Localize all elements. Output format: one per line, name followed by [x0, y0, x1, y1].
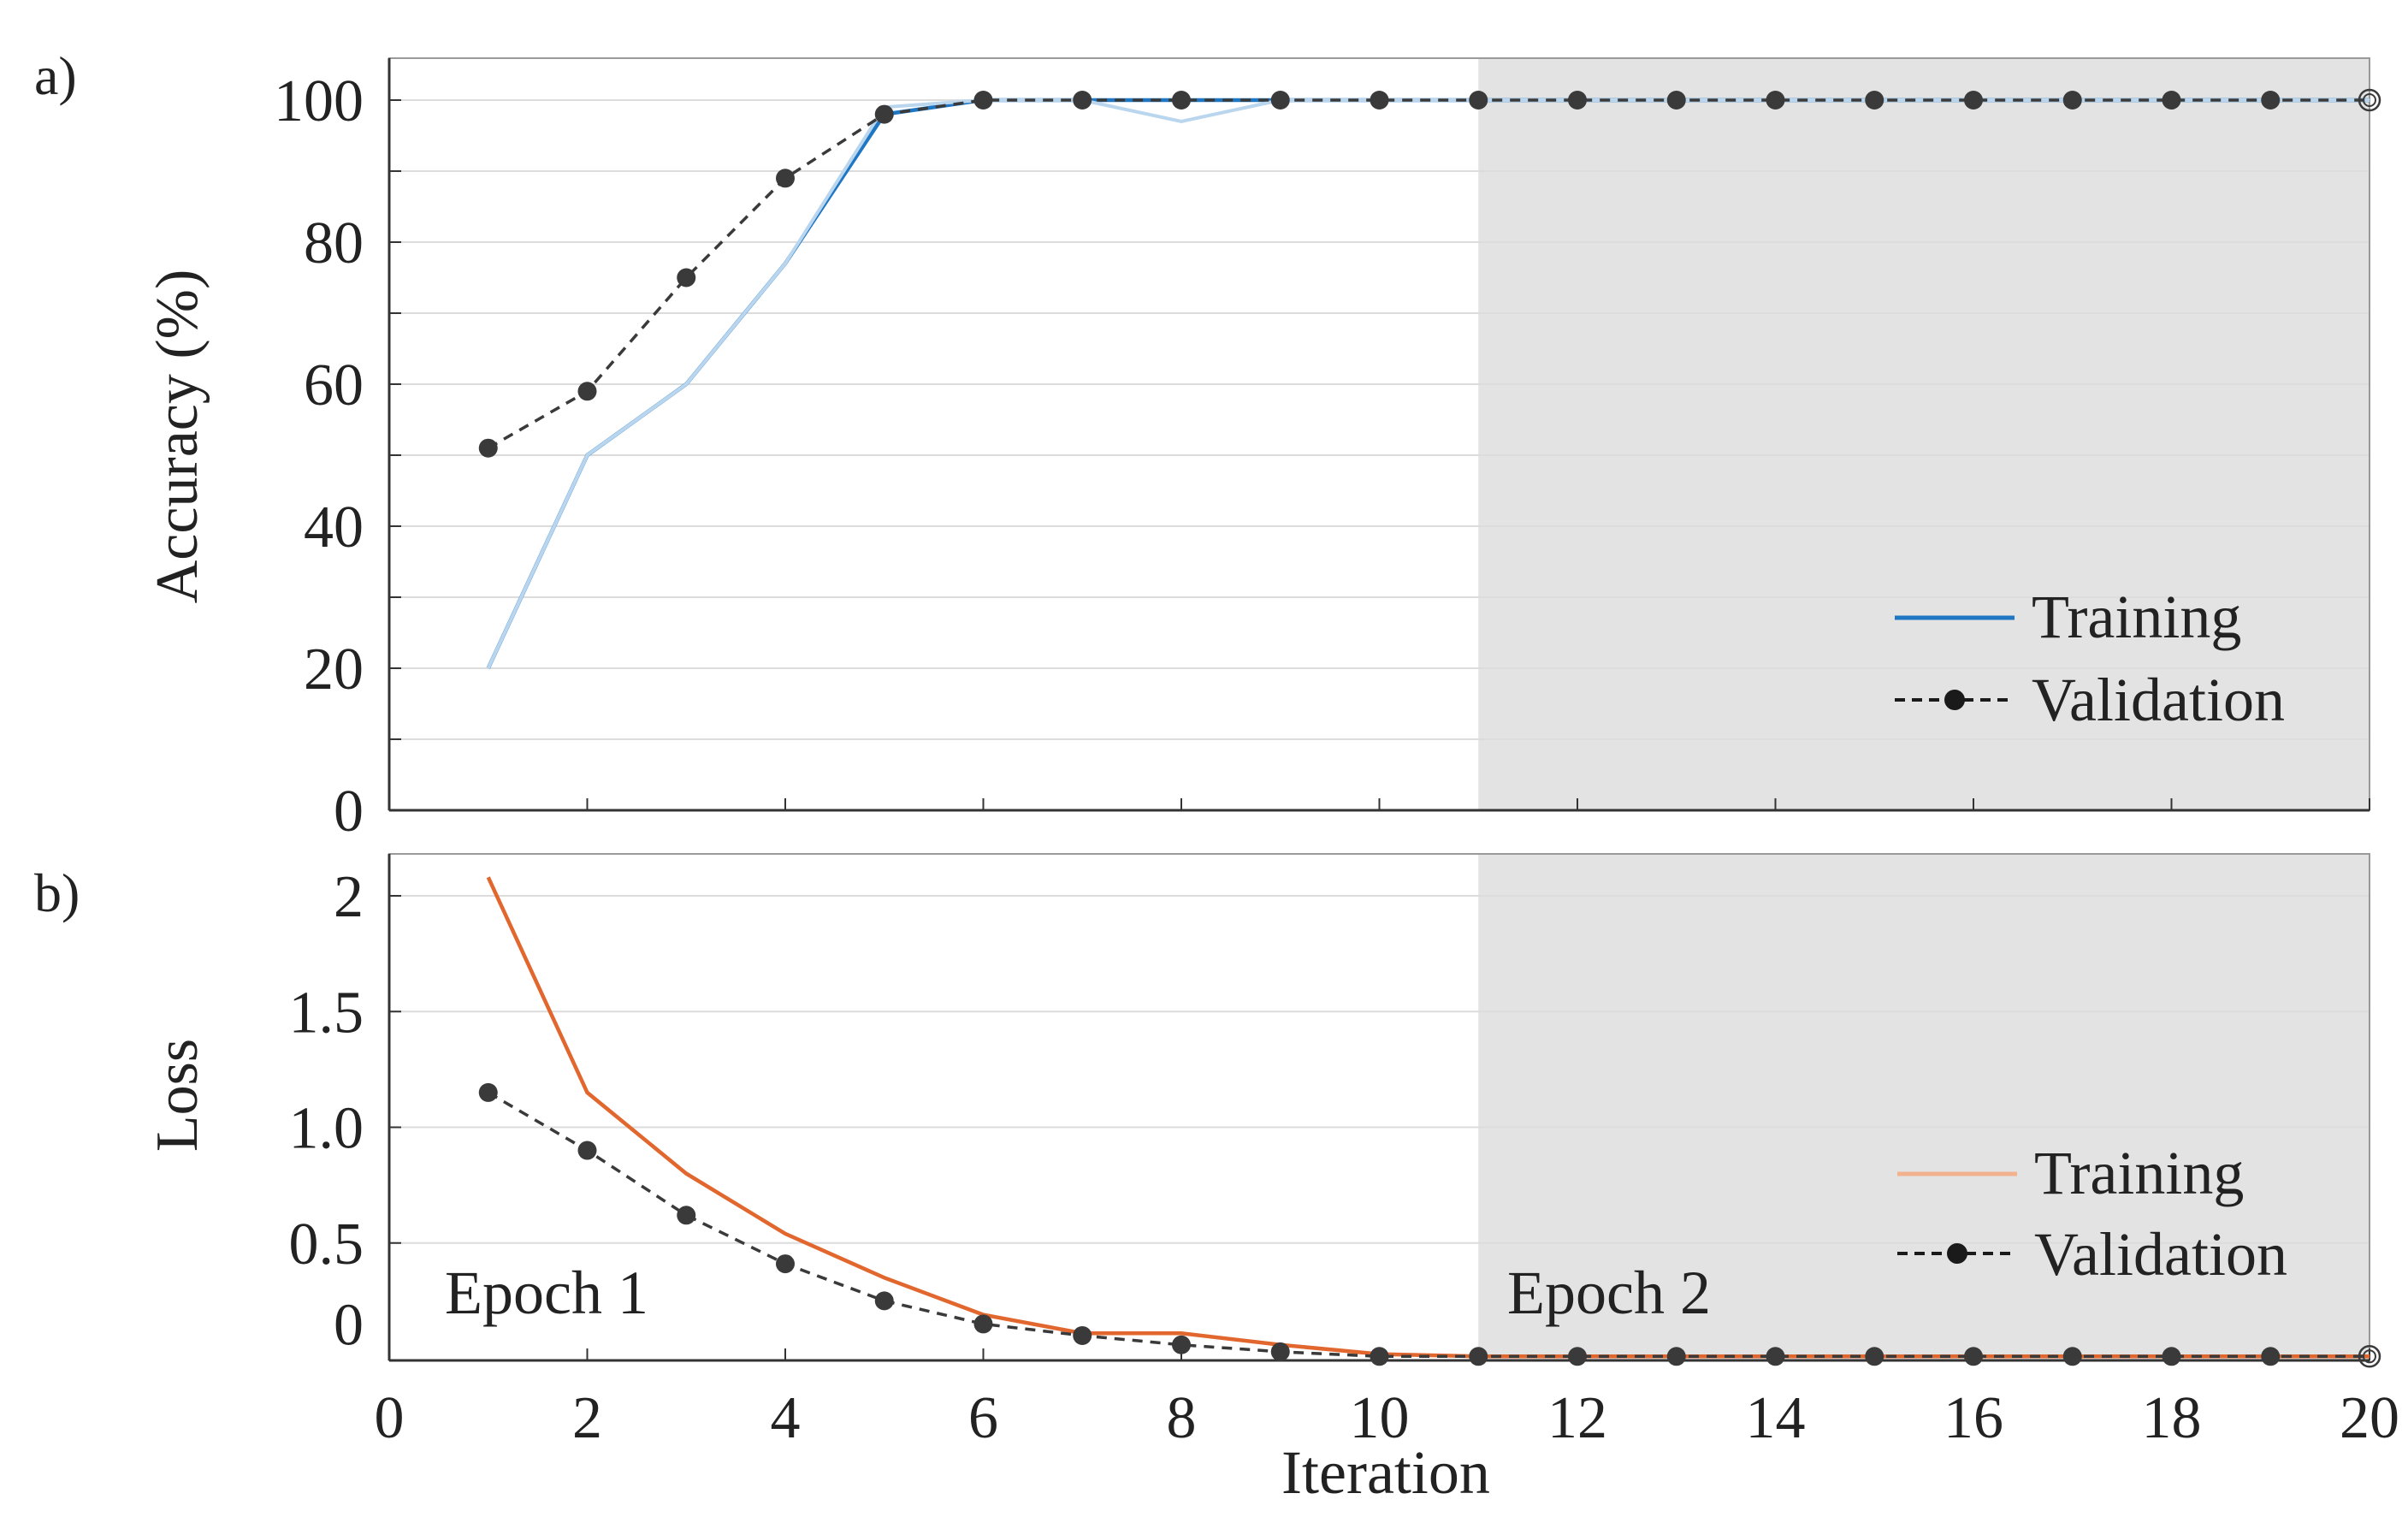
- validation-point: [1666, 1347, 1686, 1366]
- x-tick-label: 10: [1350, 1385, 1410, 1451]
- panel-label-a: a): [34, 45, 77, 106]
- validation-point: [1172, 91, 1191, 110]
- validation-point: [1865, 1347, 1884, 1366]
- validation-point: [2162, 91, 2181, 110]
- validation-point: [973, 91, 993, 110]
- x-tick-label: 16: [1944, 1385, 2003, 1451]
- validation-point: [577, 382, 597, 401]
- validation-point: [478, 1082, 498, 1102]
- panel-label-b: b): [34, 862, 80, 923]
- validation-point: [2062, 91, 2082, 110]
- loss-gridlines: [389, 895, 2370, 1244]
- epoch2-shading: [1478, 58, 2370, 810]
- validation-point: [677, 268, 696, 287]
- x-tick-label: 6: [968, 1385, 998, 1451]
- y-tick-label: 1.5: [289, 980, 364, 1046]
- validation-point: [1469, 1347, 1488, 1366]
- x-tick-labels: 0 2 4 6 8 10 12 14 16 18 20: [375, 1385, 2400, 1451]
- validation-point: [1865, 91, 1884, 110]
- validation-point: [1568, 1347, 1587, 1366]
- validation-point: [1370, 1347, 1389, 1366]
- validation-point: [973, 1314, 993, 1334]
- validation-point: [1964, 91, 1983, 110]
- y-tick-label: 1.0: [289, 1096, 364, 1162]
- validation-point: [1370, 91, 1389, 110]
- y-tick-label: 2: [334, 864, 364, 930]
- series-line-validation: [487, 98, 2370, 450]
- x-tick-label: 2: [572, 1385, 602, 1451]
- y-tick-label: 40: [304, 495, 364, 560]
- validation-point: [1270, 1342, 1290, 1361]
- y-tick-label: 0: [334, 779, 364, 844]
- legend-validation-marker: [1944, 690, 1965, 710]
- loss-panel: 0 0.5 1.0 1.5 2 0 2 4 6 8 10 12 14 16 18 20 b) Loss Ep…: [34, 853, 2400, 1507]
- x-tick-label: 20: [2340, 1385, 2399, 1451]
- y-tick-label: 20: [304, 637, 364, 702]
- legend-validation-label: Validation: [2032, 666, 2285, 734]
- validation-point: [2062, 1347, 2082, 1366]
- accuracy-series: [478, 88, 2381, 669]
- epoch-1-annotation: Epoch 1: [445, 1259, 648, 1327]
- validation-point: [1073, 1325, 1092, 1345]
- y-tick-label: 100: [274, 68, 364, 134]
- y-tick-label: 0.5: [289, 1212, 364, 1277]
- epoch2-shading: [1478, 854, 2370, 1360]
- validation-point-final: [2358, 88, 2381, 112]
- validation-point: [1666, 91, 1686, 110]
- validation-point: [1766, 91, 1785, 110]
- validation-point: [478, 438, 498, 458]
- loss-legend: Training Validation: [1897, 1139, 2287, 1289]
- validation-point: [776, 1254, 795, 1274]
- legend-validation-marker: [1947, 1243, 1967, 1264]
- validation-point: [1964, 1347, 1983, 1366]
- validation-point-final-inner: [2363, 93, 2376, 107]
- validation-point-final: [2358, 1345, 2381, 1368]
- epoch-2-annotation: Epoch 2: [1507, 1259, 1711, 1327]
- series-line-validation: [487, 1091, 2370, 1359]
- y-tick-label: 0: [334, 1292, 364, 1358]
- validation-point: [2261, 91, 2281, 110]
- validation-point: [1172, 1335, 1191, 1354]
- y-tick-label: 60: [304, 353, 364, 418]
- accuracy-y-tick-labels: 0 20 40 60 80 100: [274, 68, 364, 844]
- x-tick-label: 8: [1167, 1385, 1197, 1451]
- validation-point: [1469, 91, 1488, 110]
- validation-point: [776, 169, 795, 188]
- x-axis-label: Iteration: [1281, 1438, 1490, 1507]
- validation-point: [1568, 91, 1587, 110]
- y-tick-label: 80: [304, 210, 364, 276]
- validation-point: [1270, 91, 1290, 110]
- x-tick-label: 0: [375, 1385, 405, 1451]
- validation-point: [577, 1141, 597, 1160]
- legend-training-label: Training: [2032, 583, 2241, 651]
- validation-point: [677, 1206, 696, 1225]
- x-tick-label: 18: [2142, 1385, 2202, 1451]
- validation-point: [2261, 1347, 2281, 1366]
- x-tick-label: 14: [1746, 1385, 1806, 1451]
- x-tick-label: 4: [771, 1385, 801, 1451]
- accuracy-legend: Training Validation: [1895, 583, 2285, 734]
- legend-training-label: Training: [2034, 1139, 2244, 1207]
- validation-point: [2162, 1347, 2181, 1366]
- validation-point: [874, 1291, 894, 1311]
- loss-series: [478, 876, 2381, 1368]
- loss-y-axis-label: Loss: [145, 1039, 210, 1152]
- x-tick-label: 12: [1547, 1385, 1607, 1451]
- validation-point: [874, 104, 894, 124]
- legend-validation-label: Validation: [2034, 1220, 2287, 1289]
- accuracy-panel: 0 20 40 60 80 100 a) Accuracy (%) Training Va…: [34, 45, 2381, 844]
- accuracy-y-axis-label: Accuracy (%): [145, 270, 210, 604]
- accuracy-axes: [388, 58, 2370, 812]
- validation-point: [1766, 1347, 1785, 1366]
- validation-point: [1073, 91, 1092, 110]
- loss-y-tick-labels: 0 0.5 1.0 1.5 2: [289, 864, 364, 1358]
- validation-point-final-inner: [2363, 1349, 2376, 1364]
